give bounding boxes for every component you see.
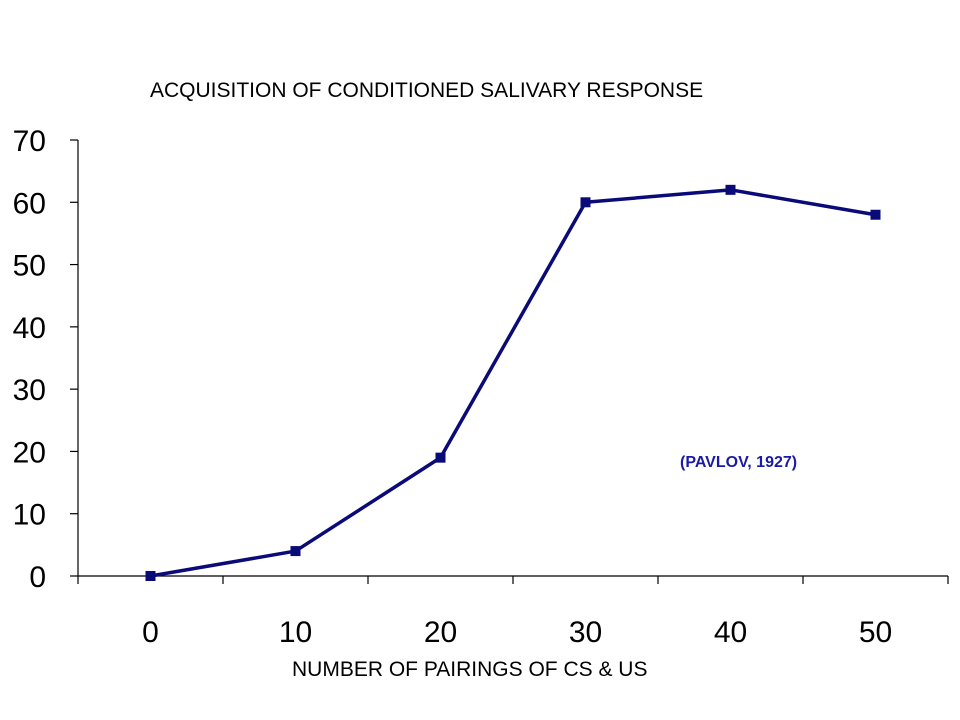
data-point bbox=[725, 184, 736, 195]
y-tick-label: 40 bbox=[13, 312, 46, 345]
x-tick-label: 50 bbox=[859, 616, 892, 649]
y-tick-label: 50 bbox=[13, 250, 46, 283]
series-markers bbox=[145, 184, 881, 581]
y-tick-label: 60 bbox=[13, 187, 46, 220]
annotation-pavlov: (PAVLOV, 1927) bbox=[680, 454, 797, 471]
x-axis-tick-labels: 0 10 20 30 40 50 bbox=[142, 616, 892, 649]
y-tick-label: 0 bbox=[29, 561, 46, 594]
x-axis-ticks bbox=[77, 576, 949, 584]
x-axis-label: NUMBER OF PAIRINGS OF CS & US bbox=[292, 658, 647, 681]
y-tick-label: 70 bbox=[13, 125, 46, 158]
chart-title: ACQUISITION OF CONDITIONED SALIVARY RESP… bbox=[150, 79, 703, 102]
x-tick-label: 20 bbox=[424, 616, 457, 649]
data-point bbox=[580, 197, 591, 208]
x-tick-label: 10 bbox=[279, 616, 312, 649]
y-tick-label: 10 bbox=[13, 499, 46, 532]
data-point bbox=[290, 546, 301, 557]
y-tick-label: 20 bbox=[13, 436, 46, 469]
data-point bbox=[870, 209, 881, 220]
x-tick-label: 30 bbox=[569, 616, 602, 649]
x-tick-label: 0 bbox=[142, 616, 159, 649]
y-tick-label: 30 bbox=[13, 374, 46, 407]
y-axis-ticks bbox=[70, 139, 78, 577]
x-tick-label: 40 bbox=[714, 616, 747, 649]
data-point bbox=[145, 571, 156, 581]
data-point bbox=[435, 452, 446, 463]
series-line bbox=[150, 188, 876, 578]
y-axis-tick-labels: 70 60 50 40 30 20 10 0 bbox=[13, 125, 46, 594]
